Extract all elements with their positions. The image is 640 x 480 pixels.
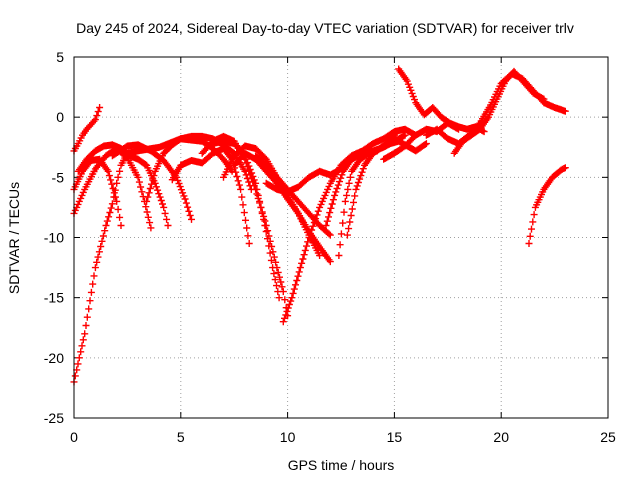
y-tick-label: -10 (44, 230, 64, 246)
y-tick-label: 5 (56, 49, 64, 65)
y-tick-label: -5 (52, 169, 65, 185)
data-point-markers (230, 149, 334, 266)
data-point-markers (450, 67, 548, 157)
x-tick-label: 20 (493, 429, 509, 445)
series-arc12 (230, 149, 334, 266)
x-tick-label: 0 (70, 429, 78, 445)
x-axis-label: GPS time / hours (288, 457, 395, 473)
plot-frame (73, 56, 609, 419)
data-point-markers (422, 70, 569, 148)
y-tick-label: -20 (44, 350, 64, 366)
y-tick-label: -25 (44, 410, 64, 426)
data-point-markers (395, 65, 488, 136)
x-tick-label: 15 (387, 429, 403, 445)
data-point-markers (525, 164, 569, 247)
series-arc5 (74, 141, 172, 229)
series-arc23 (525, 164, 569, 247)
x-tick-label: 25 (600, 429, 616, 445)
x-tick-label: 5 (177, 429, 185, 445)
data-layer (70, 65, 569, 386)
data-point-markers (74, 141, 172, 229)
series-arc22 (450, 67, 548, 157)
y-tick-label: 0 (56, 109, 64, 125)
y-axis-label: SDTVAR / TECUs (6, 182, 22, 294)
grid-layer (74, 57, 608, 418)
y-tick-label: -15 (44, 290, 64, 306)
series-arc21 (422, 70, 569, 148)
series-arc20 (395, 65, 488, 136)
ticks-layer: 0 5 10 15 20 25 -25 -20 -15 -10 -5 0 5 (44, 49, 616, 445)
chart-title: Day 245 of 2024, Sidereal Day-to-day VTE… (76, 20, 574, 36)
x-tick-label: 10 (280, 429, 296, 445)
